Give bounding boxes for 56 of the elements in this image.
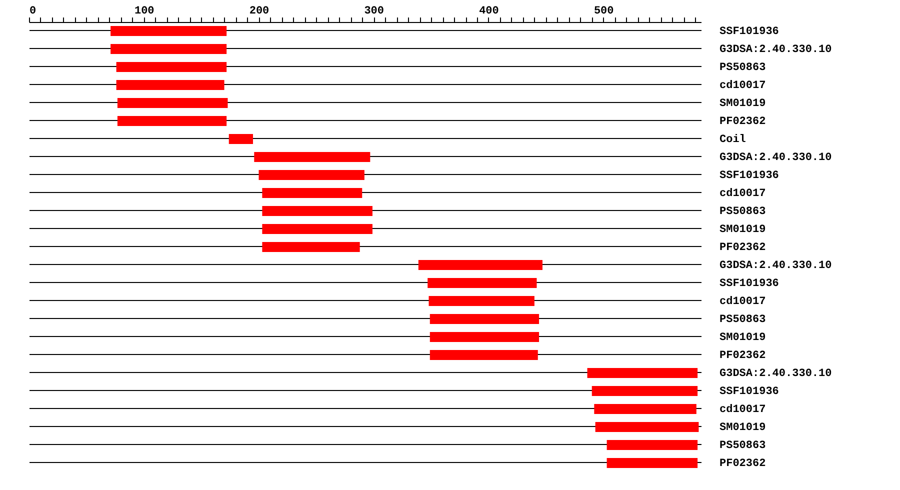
bar — [258, 170, 364, 180]
bar — [428, 278, 537, 288]
x-tick-label: 300 — [364, 6, 384, 18]
y-tick-label: PF02362 — [720, 350, 766, 362]
bar — [110, 26, 227, 36]
y-tick-label: G3DSA:2.40.330.10 — [720, 44, 832, 56]
y-tick-label: PS50863 — [720, 62, 766, 74]
bar — [428, 296, 534, 306]
bar — [116, 80, 224, 90]
x-tick-label: 100 — [134, 6, 154, 18]
bar — [117, 116, 227, 126]
bar — [594, 404, 696, 414]
x-tick-label: 400 — [479, 6, 499, 18]
bar — [418, 260, 542, 270]
y-tick-label: SM01019 — [720, 332, 766, 344]
y-tick-label: G3DSA:2.40.330.10 — [720, 152, 832, 164]
y-tick-label: cd10017 — [720, 80, 766, 92]
bar — [587, 368, 698, 378]
y-tick-label: cd10017 — [720, 296, 766, 308]
y-tick-label: cd10017 — [720, 188, 766, 200]
y-tick-label: PF02362 — [720, 242, 766, 254]
bar — [262, 242, 360, 252]
bar — [228, 134, 253, 144]
bar — [592, 386, 698, 396]
bar — [117, 98, 228, 108]
x-tick-label: 0 — [30, 6, 36, 18]
y-tick-label: PF02362 — [720, 116, 766, 128]
y-tick-label: SSF101936 — [720, 170, 779, 182]
bar — [606, 458, 698, 468]
y-tick-label: G3DSA:2.40.330.10 — [720, 260, 832, 272]
y-tick-label: PS50863 — [720, 206, 766, 218]
x-tick-label: 200 — [249, 6, 270, 18]
y-tick-label: G3DSA:2.40.330.10 — [720, 368, 832, 380]
bar — [262, 224, 372, 234]
y-tick-label: SM01019 — [720, 224, 766, 236]
x-tick-label: 500 — [594, 6, 614, 18]
y-tick-label: SM01019 — [720, 98, 766, 110]
bar — [254, 152, 370, 162]
y-tick-label: Coil — [720, 134, 746, 146]
y-tick-label: SSF101936 — [720, 278, 779, 290]
bar — [430, 314, 540, 324]
y-tick-label: PS50863 — [720, 314, 766, 326]
bar — [262, 188, 362, 198]
bar — [116, 62, 227, 72]
y-tick-label: SSF101936 — [720, 386, 779, 398]
bar — [430, 332, 540, 342]
bar — [110, 44, 227, 54]
bar — [430, 350, 538, 360]
y-tick-label: PF02362 — [720, 458, 766, 470]
y-tick-label: SSF101936 — [720, 26, 779, 38]
y-tick-label: SM01019 — [720, 422, 766, 434]
bar — [595, 422, 699, 432]
y-tick-label: PS50863 — [720, 440, 766, 452]
bar — [262, 206, 372, 216]
y-tick-label: cd10017 — [720, 404, 766, 416]
bar — [606, 440, 698, 450]
